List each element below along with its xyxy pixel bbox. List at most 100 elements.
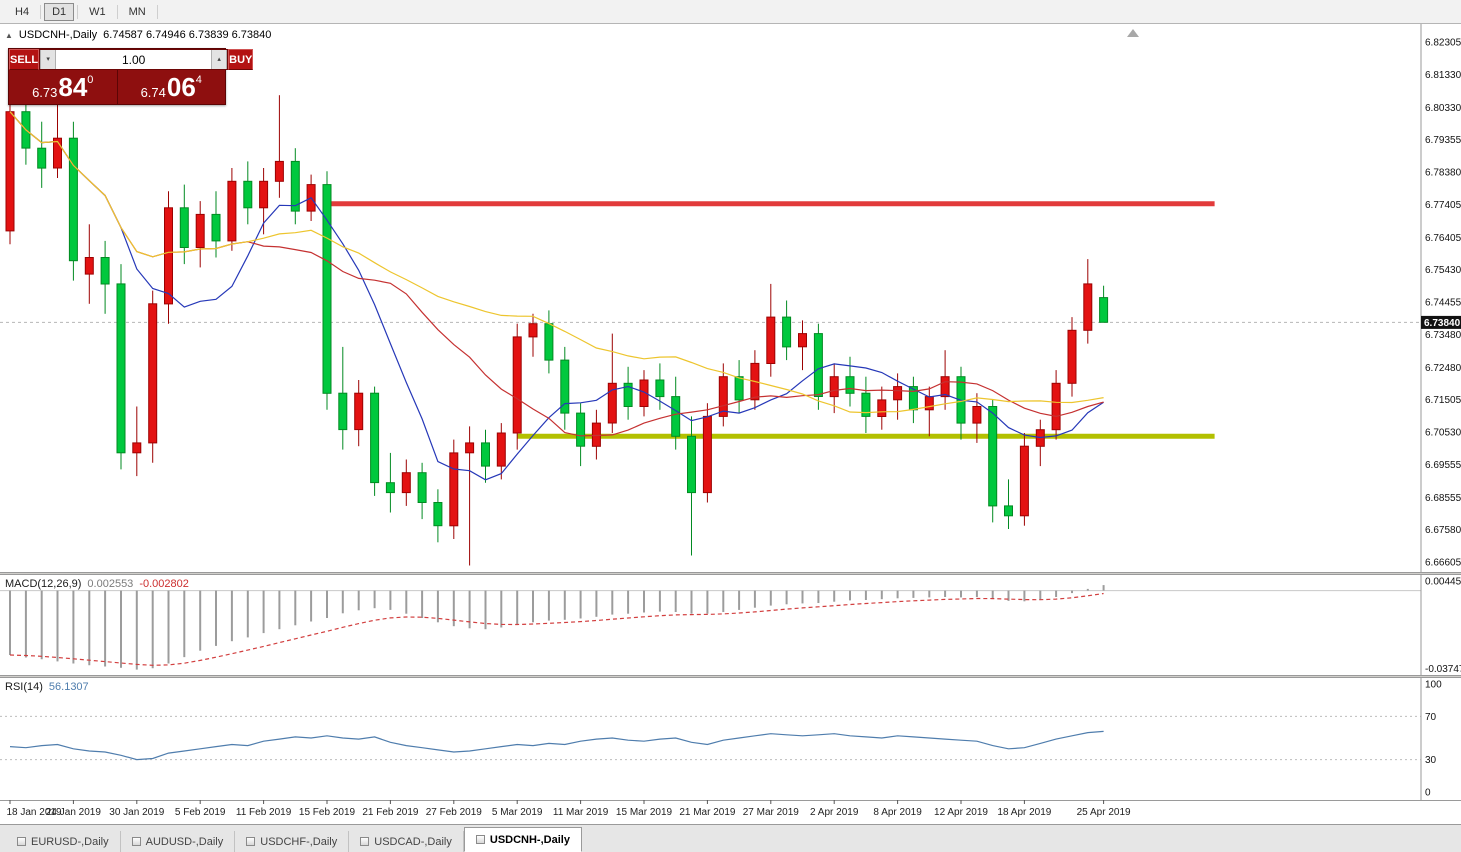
toolbar-separator xyxy=(40,4,42,19)
date-label: 8 Apr 2019 xyxy=(873,807,922,818)
candles xyxy=(5,91,1109,566)
price-axis-label: 6.77405 xyxy=(1425,200,1461,211)
date-label: 2 Apr 2019 xyxy=(810,807,859,818)
rsi-name: RSI(14) xyxy=(5,681,43,693)
macd-signal-line xyxy=(9,592,1104,666)
date-label: 21 Mar 2019 xyxy=(679,807,736,818)
panel-divider[interactable] xyxy=(0,572,1461,575)
price-axis-label: 6.73480 xyxy=(1425,330,1461,341)
timeframe-button-mn[interactable]: MN xyxy=(121,3,154,21)
date-label: 15 Mar 2019 xyxy=(616,807,673,818)
date-label: 18 Apr 2019 xyxy=(997,807,1051,818)
price-axis-label: 6.66605 xyxy=(1425,558,1461,569)
price-axis-label: 6.78380 xyxy=(1425,168,1461,179)
date-label: 24 Jan 2019 xyxy=(46,807,101,818)
chart-icon xyxy=(131,837,141,846)
tab-label: AUDUSD-,Daily xyxy=(145,835,224,848)
current-price-tag-text: 6.73840 xyxy=(1424,318,1461,329)
rsi-line xyxy=(9,730,1104,761)
trade-prices-row: 6.73 84 0 6.74 06 4 xyxy=(9,70,225,104)
buy-button[interactable]: BUY xyxy=(228,49,254,70)
chevron-up-icon: ▴ xyxy=(217,56,221,63)
macd-axis-label: -0.037475 xyxy=(1425,664,1461,675)
sell-button[interactable]: SELL xyxy=(9,49,40,70)
price-axis-label: 6.69555 xyxy=(1425,460,1461,471)
chart-icon xyxy=(360,837,370,846)
one-click-trading-widget: SELL ▾ ▴ BUY 6.73 84 0 6.74 xyxy=(8,48,254,105)
macd-panel: 0.004459 -0.037475 MACD(12,26,9) 0.002553… xyxy=(0,575,1461,675)
date-label: 5 Mar 2019 xyxy=(492,807,543,818)
price-axis-label: 6.79355 xyxy=(1425,135,1461,146)
macd-label: MACD(12,26,9) 0.002553 -0.002802 xyxy=(5,578,189,590)
macd-name: MACD(12,26,9) xyxy=(5,578,82,590)
date-label: 30 Jan 2019 xyxy=(109,807,164,818)
sell-price-big: 84 xyxy=(58,72,88,102)
tab-label: USDCAD-,Daily xyxy=(374,835,452,848)
timeframe-button-d1[interactable]: D1 xyxy=(44,2,75,21)
price-chart-panel: 6.82305 6.81330 6.80330 6.79355 6.78380 6.774… xyxy=(0,24,1461,572)
tab-usdcad-daily[interactable]: USDCAD-,Daily xyxy=(349,831,464,852)
trade-controls-row: SELL ▾ ▴ BUY xyxy=(9,49,254,70)
price-axis-label: 6.72480 xyxy=(1425,363,1461,374)
moving-average-34 xyxy=(9,111,1104,414)
price-axis-label: 6.74455 xyxy=(1425,298,1461,309)
tab-label: USDCNH-,Daily xyxy=(489,833,570,846)
macd-axis-label: 0.004459 xyxy=(1425,577,1461,588)
date-label: 27 Mar 2019 xyxy=(743,807,800,818)
tab-label: EURUSD-,Daily xyxy=(31,835,109,848)
moving-average-16 xyxy=(9,111,1104,437)
buy-price[interactable]: 6.74 06 4 xyxy=(116,70,226,104)
volume-increase-button[interactable]: ▴ xyxy=(211,50,228,69)
rsi-axis-label: 100 xyxy=(1425,680,1442,691)
macd-value: 0.002553 xyxy=(87,578,134,590)
price-axis-label: 6.70530 xyxy=(1425,428,1461,439)
tab-label: USDCHF-,Daily xyxy=(260,835,338,848)
rsi-label: RSI(14) 56.1307 xyxy=(5,681,89,693)
timeframe-button-w1[interactable]: W1 xyxy=(81,3,114,21)
buy-price-prefix: 6.74 xyxy=(140,85,166,100)
toolbar-separator xyxy=(116,4,118,19)
date-label: 5 Feb 2019 xyxy=(175,807,226,818)
tab-usdcnh-daily[interactable]: USDCNH-,Daily xyxy=(463,827,582,852)
date-label: 15 Feb 2019 xyxy=(299,807,356,818)
price-axis-label: 6.75430 xyxy=(1425,265,1461,276)
panel-divider[interactable] xyxy=(0,675,1461,678)
macd-canvas: 0.004459 -0.037475 xyxy=(0,575,1461,675)
price-axis-label: 6.68555 xyxy=(1425,493,1461,504)
rsi-axis-label: 70 xyxy=(1425,712,1437,723)
price-axis-label: 6.76405 xyxy=(1425,233,1461,244)
timeframe-toolbar: H4 D1 W1 MN xyxy=(0,0,1461,24)
sell-price[interactable]: 6.73 84 0 xyxy=(9,70,117,104)
rsi-panel: 100 70 30 0 RSI(14) 56.1307 xyxy=(0,678,1461,800)
price-chart-canvas[interactable]: 6.82305 6.81330 6.80330 6.79355 6.78380 6.774… xyxy=(0,24,1461,572)
sell-price-prefix: 6.73 xyxy=(32,85,58,100)
buy-price-sup: 4 xyxy=(195,74,202,86)
volume-decrease-button[interactable]: ▾ xyxy=(40,50,57,69)
price-axis-label: 6.80330 xyxy=(1425,103,1461,114)
price-axis-label: 6.67580 xyxy=(1425,525,1461,536)
chart-ohlc-values: 6.74587 6.74946 6.73839 6.73840 xyxy=(103,29,272,41)
tab-audusd-daily[interactable]: AUDUSD-,Daily xyxy=(121,831,236,852)
rsi-canvas: 100 70 30 0 xyxy=(0,678,1442,800)
rsi-value: 56.1307 xyxy=(48,681,89,693)
chart-tabs-bar: EURUSD-,Daily AUDUSD-,Daily USDCHF-,Daily U… xyxy=(0,824,1461,852)
date-label: 12 Apr 2019 xyxy=(934,807,988,818)
current-price-tag xyxy=(1421,315,1461,329)
timeframe-button-h4[interactable]: H4 xyxy=(7,3,37,21)
chevron-down-icon: ▾ xyxy=(46,56,50,63)
volume-control: ▾ ▴ xyxy=(39,49,229,70)
volume-input[interactable] xyxy=(56,50,212,69)
chart-icon xyxy=(246,837,256,846)
chart-icon xyxy=(17,837,26,846)
tab-eurusd-daily[interactable]: EURUSD-,Daily xyxy=(6,831,121,852)
price-axis-label: 6.82305 xyxy=(1425,38,1461,49)
chart-title: ▲ USDCNH-,Daily 6.74587 6.74946 6.73839 … xyxy=(5,29,271,41)
macd-signal-value: -0.002802 xyxy=(139,578,189,590)
tab-usdchf-daily[interactable]: USDCHF-,Daily xyxy=(235,831,350,852)
chart-symbol-label: USDCNH-,Daily xyxy=(18,29,98,41)
chart-shift-icon[interactable] xyxy=(1127,29,1139,37)
date-axis[interactable]: 18 Jan 2019 24 Jan 2019 30 Jan 2019 5 Feb 2… xyxy=(0,800,1461,824)
date-label: 18 Jan 2019 xyxy=(6,807,61,818)
